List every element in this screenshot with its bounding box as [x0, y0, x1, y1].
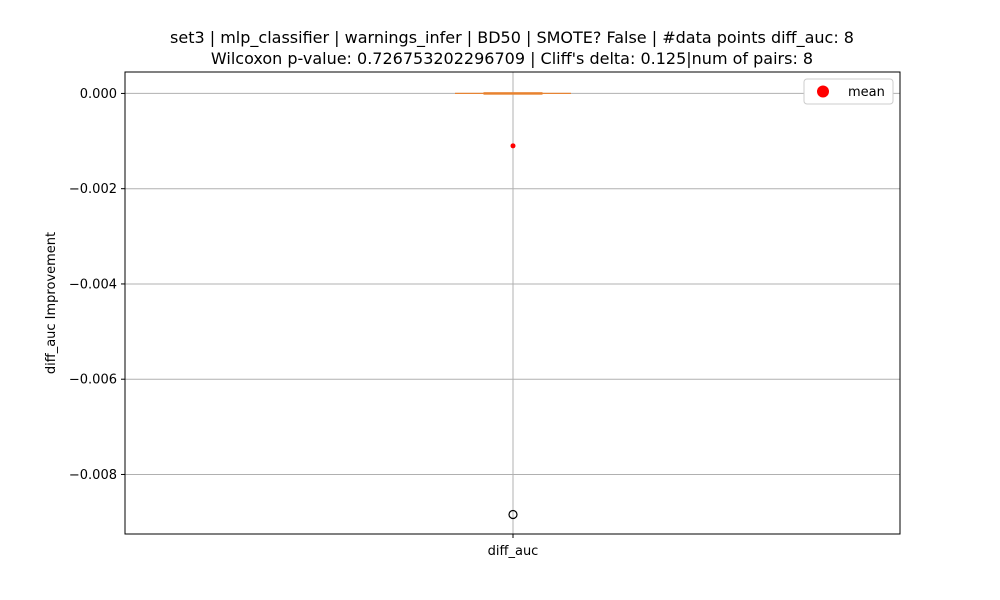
mean-point — [510, 143, 516, 149]
legend-label-mean: mean — [848, 85, 885, 100]
legend: mean — [803, 78, 894, 105]
chart-title-line2: Wilcoxon p-value: 0.726753202296709 | Cl… — [211, 49, 813, 68]
x-tick-label: diff_auc — [488, 544, 539, 559]
legend-frame — [803, 78, 894, 105]
y-tick-label: 0.000 — [80, 87, 117, 102]
y-tick-label: −0.006 — [69, 373, 117, 388]
y-tick-label: −0.004 — [69, 277, 117, 292]
legend-mean-marker — [817, 85, 829, 98]
plot-frame — [124, 71, 901, 535]
chart-title-line1: set3 | mlp_classifier | warnings_infer |… — [170, 28, 854, 48]
box-elements — [455, 92, 571, 520]
grid-lines — [125, 72, 900, 534]
y-axis-label: diff_auc Improvement — [44, 232, 59, 374]
outlier-point — [508, 509, 518, 520]
y-tick-label: −0.002 — [69, 182, 117, 197]
axis-ticks: 0.000 −0.002 −0.004 −0.006 −0.008 diff_auc — [69, 87, 538, 559]
y-tick-label: −0.008 — [69, 468, 117, 483]
